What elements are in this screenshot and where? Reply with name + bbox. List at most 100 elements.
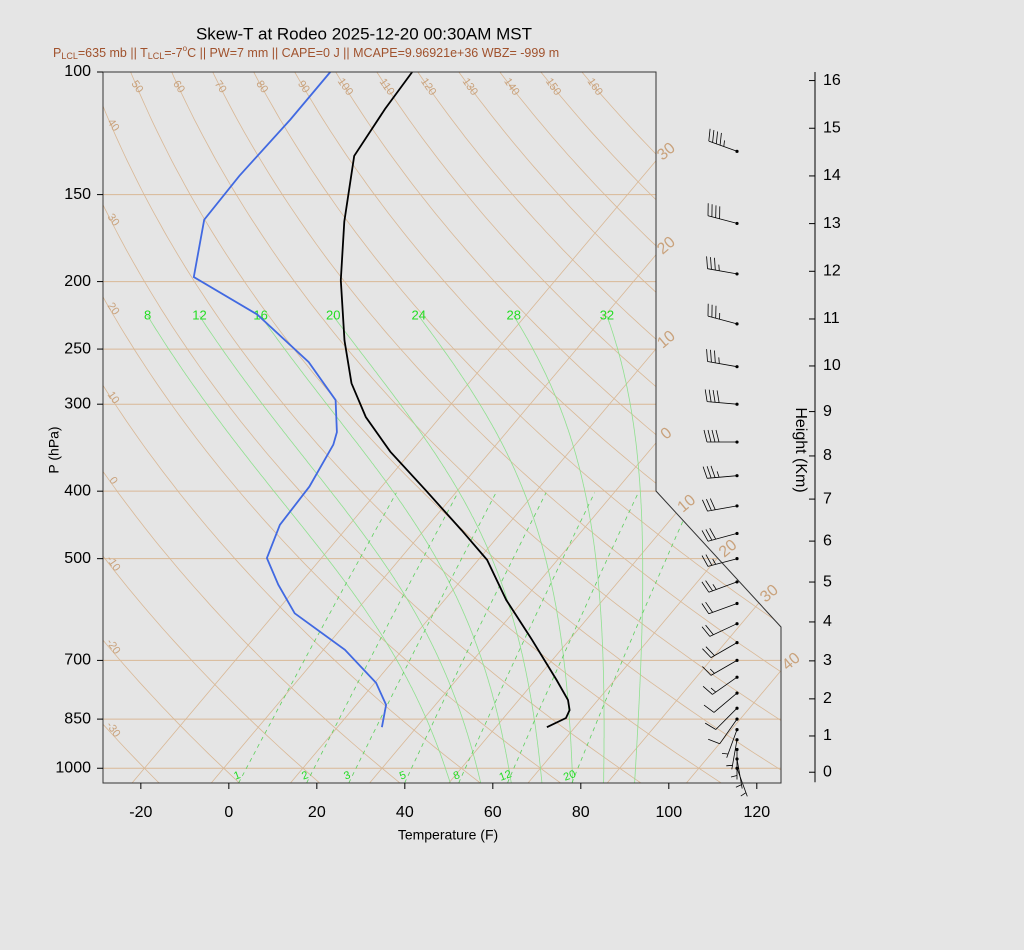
y2-tick-label: 5 (823, 573, 832, 590)
wind-level-dot (735, 474, 739, 478)
y2-tick-label: 0 (823, 763, 832, 780)
y2-tick-label: 11 (823, 310, 840, 327)
wind-level-dot (735, 727, 739, 732)
y2-tick-label: 3 (823, 652, 832, 669)
wind-level-dot (735, 272, 739, 276)
mixing-ratio-line (348, 492, 497, 783)
wind-level-dot (735, 504, 739, 508)
wind-barb (702, 660, 738, 676)
wind-level-dot (735, 322, 739, 326)
dry-adiabat (130, 72, 781, 783)
wind-level-dot (735, 622, 739, 626)
wind-barb (701, 528, 738, 542)
moist-adiabat (418, 315, 574, 783)
dry-adiabat-label: 60 (170, 78, 187, 95)
dry-adiabat (540, 72, 781, 783)
dry-adiabat-label: 30 (105, 212, 122, 229)
wind-level-dot (735, 675, 739, 679)
x-tick-label: -20 (129, 804, 152, 821)
subtitle-part: LCL (61, 51, 78, 61)
wind-level-dot (735, 557, 739, 561)
wind-barb (704, 389, 738, 405)
mixing-ratio-label: 3 (342, 769, 352, 782)
x-tick-label: 80 (572, 804, 590, 821)
mixing-ratio-line (507, 492, 639, 783)
x-tick-label: 0 (224, 804, 233, 821)
dry-adiabat (103, 72, 722, 783)
y2-tick-label: 9 (823, 403, 832, 420)
dewpoint-line (192, 71, 388, 728)
y2-tick-label: 6 (823, 532, 832, 549)
dry-adiabat-label: 80 (253, 78, 270, 95)
wind-barb (701, 580, 738, 593)
wind-barb (721, 729, 738, 758)
y2-tick-label: 7 (823, 490, 832, 507)
wind-barb (702, 498, 738, 512)
wind-level-dot (735, 402, 739, 406)
subtitle-part: C || PW=7 mm || CAPE=0 J || MCAPE=9.9692… (187, 46, 559, 60)
mixing-ratio-label: 1 (232, 769, 242, 782)
wind-barb (701, 601, 738, 615)
mixing-ratio-label: 20 (562, 768, 578, 783)
mixing-ratio-line (306, 492, 459, 783)
dry-adiabat-label: 20 (105, 300, 122, 317)
moist-adiabat-label: 24 (411, 307, 425, 322)
y-tick-label: 1000 (55, 759, 91, 776)
x-axis-label: Temperature (F) (398, 827, 498, 843)
y-axis-label: P (hPa) (46, 426, 62, 473)
y2-tick-label: 16 (823, 72, 841, 89)
x-tick-label: 40 (396, 804, 414, 821)
wind-barb (702, 642, 738, 658)
subtitle-part: =-7 (164, 46, 182, 60)
wind-barb (726, 739, 738, 770)
y-tick-label: 400 (64, 482, 91, 499)
wind-barb (708, 128, 738, 152)
moist-adiabat (260, 315, 512, 783)
dry-adiabat-label: 0 (106, 475, 119, 487)
wind-level-dot (735, 601, 739, 606)
y-tick-label: 100 (64, 63, 91, 80)
wind-barb (701, 554, 738, 567)
moist-adiabat-label: 20 (326, 307, 340, 322)
y2-tick-label: 14 (823, 167, 841, 184)
y2-tick-label: 4 (823, 613, 832, 630)
profiles (192, 71, 571, 729)
isotherm (131, 72, 732, 783)
y-tick-label: 850 (64, 710, 91, 727)
dry-adiabat (458, 72, 781, 783)
wind-level-dot (735, 766, 739, 770)
wind-barb (703, 692, 738, 713)
wind-level-dot (735, 365, 739, 369)
dry-adiabat-label: 90 (295, 78, 312, 95)
dry-adiabat (103, 72, 481, 783)
y2-tick-label: 8 (823, 447, 832, 464)
dry-adiabat (171, 72, 781, 783)
y2-tick-label: 12 (823, 263, 841, 280)
wind-level-dot (735, 531, 739, 536)
wind-barb (701, 623, 738, 637)
mixing-ratio-label: 12 (498, 768, 514, 783)
wind-barb (730, 749, 738, 780)
x-tick-label: 60 (484, 804, 502, 821)
chart-title: Skew-T at Rodeo 2025-12-20 00:30AM MST (196, 24, 532, 43)
dry-adiabat (335, 72, 781, 783)
wind-level-dot (735, 440, 739, 444)
mixing-ratio-label: 2 (300, 769, 310, 782)
moist-adiabat (332, 315, 543, 783)
wind-barb (703, 429, 737, 443)
wind-barb (736, 768, 748, 797)
wind-barb (704, 707, 738, 730)
moist-adiabat (513, 315, 605, 783)
moist-adiabat (147, 315, 451, 783)
moist-adiabat (199, 315, 482, 783)
wind-level-dot (735, 149, 739, 153)
dry-adiabat-label: 70 (212, 78, 229, 95)
dry-adiabat (103, 72, 561, 783)
moist-adiabat-label: 32 (600, 307, 614, 322)
chart-subtitle: PLCL=635 mb || TLCL=-7oC || PW=7 mm || C… (53, 44, 559, 61)
mixing-ratio-label: 5 (398, 769, 408, 782)
wind-level-dot (735, 706, 739, 710)
dry-adiabat (103, 72, 320, 783)
dry-adiabat (253, 72, 781, 783)
